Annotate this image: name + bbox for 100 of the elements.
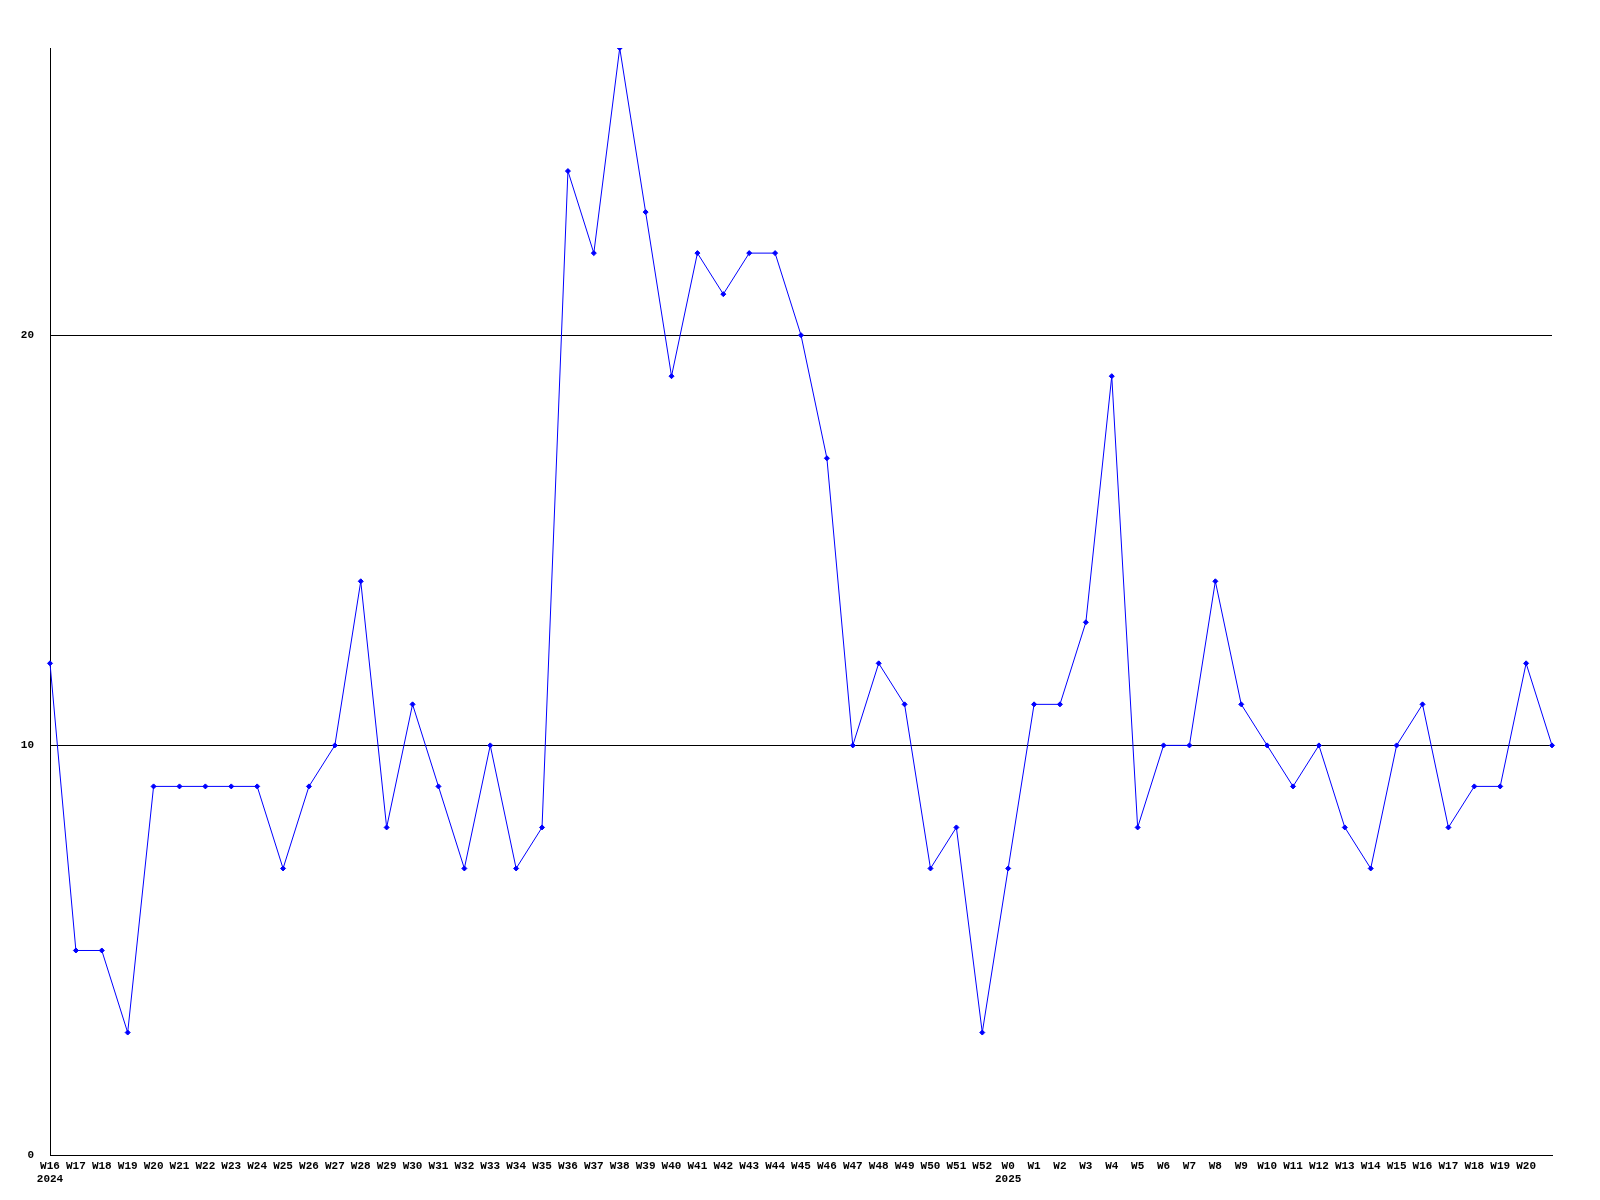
x-tick-label: W45 — [791, 1159, 812, 1172]
point — [1471, 783, 1478, 790]
point — [305, 783, 312, 790]
x-tick-label: W28 — [350, 1159, 372, 1172]
point — [875, 660, 882, 667]
x-tick-label: W50 — [920, 1159, 941, 1172]
x-tick-label: W48 — [868, 1159, 889, 1172]
point — [1056, 701, 1063, 708]
x-tick-label: W43 — [739, 1159, 760, 1172]
point — [228, 783, 235, 790]
point — [953, 824, 960, 831]
point — [720, 291, 727, 298]
point — [1445, 824, 1452, 831]
x-tick-label: W26 — [299, 1159, 319, 1172]
x-tick-label: W4 — [1105, 1159, 1119, 1172]
y-tick-label: 0 — [27, 1149, 34, 1162]
point — [1523, 660, 1530, 667]
x-tick-label: W41 — [687, 1159, 708, 1172]
x-tick-label: W51 — [946, 1159, 967, 1172]
x-tick-label: W1 — [1027, 1159, 1042, 1172]
point — [280, 865, 287, 872]
point — [1160, 742, 1167, 749]
x-tick-label: W39 — [635, 1159, 656, 1172]
x-tick-label: W44 — [765, 1159, 786, 1172]
point — [254, 783, 261, 790]
x-tick-label: W33 — [480, 1159, 501, 1172]
point — [47, 660, 53, 667]
x-tick-label: W5 — [1131, 1159, 1145, 1172]
point — [176, 783, 183, 790]
x-tick-label: W8 — [1208, 1159, 1223, 1172]
x-tick-label: W47 — [842, 1159, 863, 1172]
point — [798, 332, 804, 339]
x-tick-label: W34 — [506, 1159, 527, 1172]
x-tick-label: W13 — [1334, 1159, 1356, 1172]
point — [668, 373, 675, 380]
x-tick-label: W14 — [1360, 1159, 1382, 1172]
x-tick-label: W42 — [713, 1159, 734, 1172]
point — [1419, 701, 1426, 708]
point — [435, 783, 442, 790]
x-tick-label: W19 — [1490, 1159, 1511, 1172]
point — [202, 783, 209, 790]
point — [849, 742, 856, 749]
x-tick-label: W20 — [143, 1159, 164, 1172]
x-tick-label: W36 — [558, 1159, 578, 1172]
point — [1549, 742, 1555, 749]
point — [331, 742, 338, 749]
x-tick-label: W32 — [454, 1159, 475, 1172]
point — [927, 865, 934, 872]
point — [1341, 824, 1348, 831]
point — [383, 824, 390, 831]
x-tick-label: W38 — [609, 1159, 631, 1172]
x-tick-label: W35 — [532, 1159, 553, 1172]
x-tick-label: W17 — [65, 1159, 86, 1172]
x-tick-label: W29 — [376, 1159, 397, 1172]
x-tick-label: W46 — [816, 1159, 837, 1172]
point — [150, 783, 157, 790]
point — [1290, 783, 1297, 790]
x-tick-label: W37 — [583, 1159, 604, 1172]
point — [513, 865, 520, 872]
point — [823, 455, 830, 462]
point — [461, 865, 468, 872]
x-tick-label: W3 — [1079, 1159, 1093, 1172]
point — [124, 1029, 131, 1036]
x-tick-label: W40 — [661, 1159, 682, 1172]
x-tick-label: W52 — [972, 1159, 993, 1172]
x-tick-label: W24 — [247, 1159, 268, 1172]
point — [1186, 742, 1193, 749]
x-tick-label: W20 — [1516, 1159, 1537, 1172]
x-tick-label: W10 — [1257, 1159, 1278, 1172]
point — [1264, 742, 1271, 749]
x-tick-label: W19 — [117, 1159, 138, 1172]
x-tick-label: W16 2024 — [36, 1159, 64, 1186]
x-tick-label: W49 — [894, 1159, 915, 1172]
point — [1497, 783, 1504, 790]
point — [487, 742, 494, 749]
point — [979, 1029, 986, 1036]
point — [1367, 865, 1374, 872]
x-tick-label: W7 — [1182, 1159, 1197, 1172]
x-tick-label: W21 — [169, 1159, 190, 1172]
x-tick-label: W16 — [1412, 1159, 1433, 1172]
point — [901, 701, 908, 708]
x-tick-label: W17 — [1438, 1159, 1459, 1172]
x-tick-label: W22 — [195, 1159, 216, 1172]
x-tick-label: W30 — [402, 1159, 423, 1172]
x-tick-label: W25 — [273, 1159, 294, 1172]
point — [1238, 701, 1245, 708]
point — [1134, 824, 1141, 831]
point — [642, 209, 649, 216]
point — [1005, 865, 1012, 872]
x-tick-label: W9 — [1234, 1159, 1248, 1172]
y-tick-label: 10 — [20, 739, 34, 752]
point — [72, 947, 79, 954]
x-tick-label: W12 — [1309, 1159, 1329, 1172]
x-tick-label: W6 — [1156, 1159, 1171, 1172]
point — [746, 250, 753, 257]
point — [590, 250, 597, 257]
point — [694, 250, 701, 257]
x-tick-label: W18 — [1464, 1159, 1485, 1172]
x-tick-label: W2 — [1053, 1159, 1067, 1172]
point — [1031, 701, 1038, 708]
